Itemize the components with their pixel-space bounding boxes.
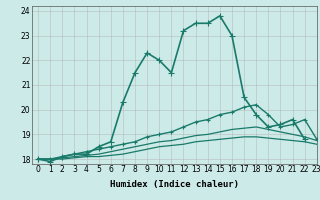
X-axis label: Humidex (Indice chaleur): Humidex (Indice chaleur) xyxy=(110,180,239,189)
